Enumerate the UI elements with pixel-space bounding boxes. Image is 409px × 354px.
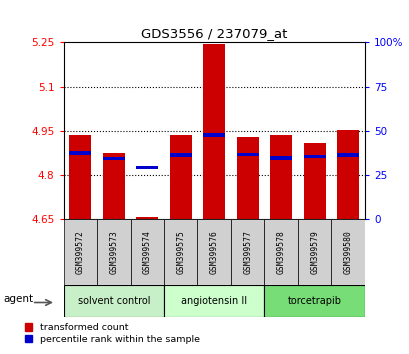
Bar (337, 153, 358, 157)
Text: GSM399576: GSM399576 (209, 230, 218, 274)
Bar (97, 219, 130, 285)
Bar (197, 219, 230, 285)
Bar (236, 137, 258, 219)
Text: torcetrapib: torcetrapib (287, 296, 341, 306)
Text: GSM399578: GSM399578 (276, 230, 285, 274)
Text: angiotensin II: angiotensin II (181, 296, 247, 306)
Bar (270, 156, 291, 160)
Bar (303, 155, 325, 159)
Bar (130, 219, 164, 285)
Text: solvent control: solvent control (77, 296, 150, 306)
Bar (270, 136, 291, 219)
Text: GSM399577: GSM399577 (243, 230, 252, 274)
Bar (63, 285, 164, 317)
Bar (69, 151, 91, 155)
Bar (236, 153, 258, 156)
Bar (264, 285, 364, 317)
Text: GSM399573: GSM399573 (109, 230, 118, 274)
Text: GSM399575: GSM399575 (176, 230, 185, 274)
Bar (230, 219, 264, 285)
Bar (203, 133, 225, 137)
Title: GDS3556 / 237079_at: GDS3556 / 237079_at (141, 27, 287, 40)
Bar (303, 143, 325, 219)
Text: GSM399574: GSM399574 (142, 230, 151, 274)
Bar (103, 157, 124, 160)
Bar (69, 136, 91, 219)
Bar (169, 153, 191, 157)
Bar (169, 136, 191, 219)
Bar (103, 153, 124, 219)
Bar (164, 219, 197, 285)
Bar (264, 219, 297, 285)
Bar (203, 44, 225, 219)
Bar (330, 219, 364, 285)
Text: GSM399580: GSM399580 (343, 230, 352, 274)
Bar (136, 217, 158, 219)
Text: GSM399572: GSM399572 (76, 230, 85, 274)
Bar (136, 166, 158, 169)
Bar (63, 219, 97, 285)
Text: agent: agent (3, 294, 33, 304)
Legend: transformed count, percentile rank within the sample: transformed count, percentile rank withi… (25, 323, 200, 344)
Text: GSM399579: GSM399579 (310, 230, 318, 274)
Bar (164, 285, 264, 317)
Bar (337, 130, 358, 219)
Bar (297, 219, 330, 285)
